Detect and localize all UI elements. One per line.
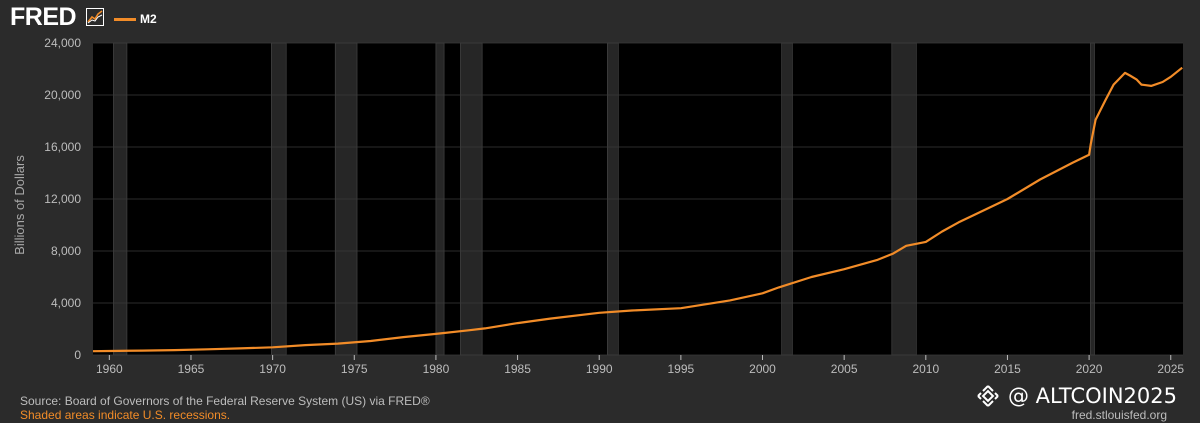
x-tick-label: 1965 [178, 362, 205, 376]
legend-swatch-m2 [114, 18, 136, 21]
x-tick-label: 2010 [912, 362, 939, 376]
y-tick-label: 24,000 [44, 36, 81, 50]
watermark-text: @ ALTCOIN2025 [1008, 384, 1177, 408]
x-tick-label: 1970 [259, 362, 286, 376]
x-tick-label: 2015 [994, 362, 1021, 376]
y-axis-ticks: 0 4,000 8,000 12,000 16,000 20,000 24,000 [44, 36, 81, 362]
x-tick-label: 2000 [749, 362, 776, 376]
source-note: Source: Board of Governors of the Federa… [20, 394, 430, 408]
legend-label-m2[interactable]: M2 [140, 12, 157, 26]
fred-logo[interactable]: FRED [10, 3, 77, 31]
y-tick-label: 16,000 [44, 140, 81, 154]
x-tick-label: 2005 [831, 362, 858, 376]
watermark: @ ALTCOIN2025 [976, 384, 1177, 408]
y-tick-label: 20,000 [44, 88, 81, 102]
x-tick-label: 1960 [96, 362, 123, 376]
y-tick-label: 4,000 [51, 296, 81, 310]
fred-url[interactable]: fred.stlouisfed.org [1071, 408, 1167, 422]
y-tick-label: 8,000 [51, 244, 81, 258]
y-tick-label: 12,000 [44, 192, 81, 206]
binance-logo-icon [977, 385, 999, 407]
x-tick-label: 1975 [341, 362, 368, 376]
x-tick-label: 1990 [586, 362, 613, 376]
y-tick-label: 0 [74, 348, 81, 362]
x-tick-label: 1980 [423, 362, 450, 376]
trend-chart-icon [86, 8, 104, 26]
x-tick-label: 2020 [1076, 362, 1103, 376]
x-axis-ticks: 1960 1965 1970 1975 1980 1985 1990 1995 2000 2005… [96, 355, 1184, 376]
x-tick-label: 2025 [1157, 362, 1184, 376]
recession-note: Shaded areas indicate U.S. recessions. [20, 408, 231, 422]
m2-series-line[interactable] [92, 66, 1183, 353]
x-tick-label: 1985 [504, 362, 531, 376]
y-axis-label: Billions of Dollars [12, 155, 27, 255]
x-tick-label: 1995 [668, 362, 695, 376]
gridlines [93, 42, 1183, 356]
